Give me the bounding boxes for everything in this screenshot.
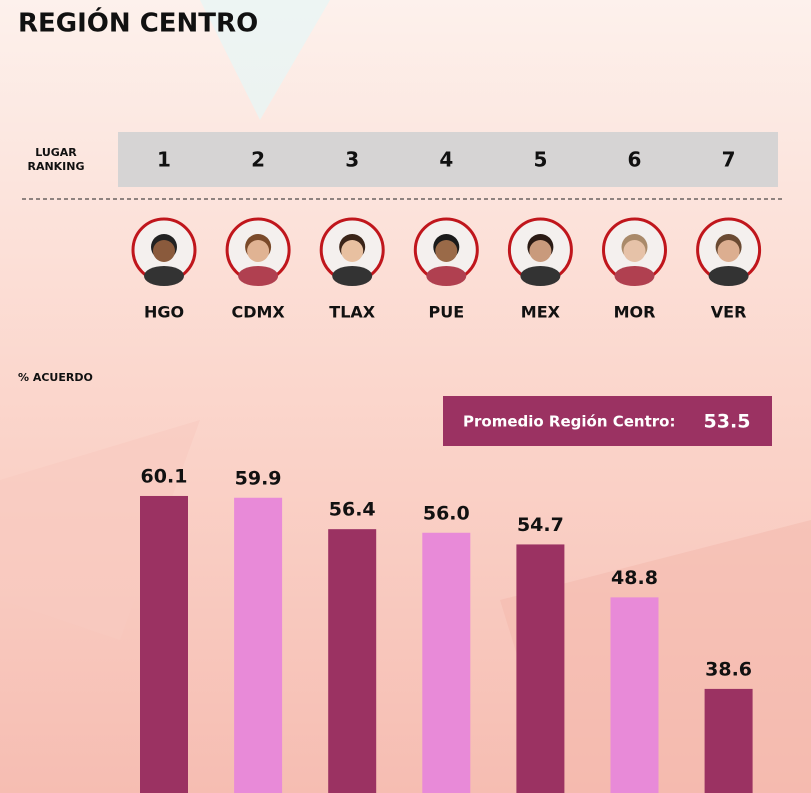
x-tick-label: HGO <box>144 303 184 322</box>
average-label: Promedio Región Centro: <box>463 413 675 431</box>
photo-body <box>520 266 561 286</box>
bar <box>704 688 753 793</box>
x-tick-label: PUE <box>428 303 464 322</box>
chart-title: REGIÓN CENTRO <box>18 7 258 39</box>
value-label: 56.0 <box>423 502 470 524</box>
bar <box>328 529 377 793</box>
average-box <box>443 396 772 446</box>
y-axis-label: % ACUERDO <box>18 371 93 384</box>
bar <box>234 497 283 793</box>
photo-face <box>341 240 364 262</box>
photo-body <box>144 266 184 286</box>
photo-body <box>426 266 467 286</box>
photo-face <box>717 240 740 262</box>
x-tick-label: MEX <box>521 303 561 322</box>
value-label: 60.1 <box>141 465 188 487</box>
rank-label: 7 <box>722 148 736 172</box>
rank-label: 2 <box>251 148 265 172</box>
photo-face <box>529 240 552 262</box>
photo-body <box>332 266 373 286</box>
photo-body <box>708 266 749 286</box>
average-value: 53.5 <box>704 411 751 433</box>
value-label: 59.9 <box>235 467 282 489</box>
ranking-label: LUGAR RANKING <box>27 146 84 173</box>
rank-label: 1 <box>157 148 171 172</box>
photo-body <box>238 266 279 286</box>
bar <box>610 597 659 793</box>
ranking-band <box>118 132 778 187</box>
x-tick-label: CDMX <box>231 303 285 322</box>
value-label: 48.8 <box>611 567 658 589</box>
rank-label: 3 <box>345 148 359 172</box>
value-label: 56.4 <box>329 499 376 521</box>
rank-label: 6 <box>628 148 642 172</box>
photo-face <box>435 240 458 262</box>
rank-label: 5 <box>533 148 547 172</box>
bar <box>516 544 565 793</box>
bar <box>422 532 471 793</box>
x-tick-label: TLAX <box>329 303 375 322</box>
photo-body <box>614 266 655 286</box>
x-tick-label: VER <box>711 303 747 322</box>
decor <box>0 420 200 640</box>
photo-face <box>623 240 646 262</box>
x-tick-label: MOR <box>614 303 656 322</box>
bar <box>140 495 188 793</box>
value-label: 38.6 <box>705 658 752 680</box>
photo-face <box>153 240 175 262</box>
decor <box>200 0 330 120</box>
value-label: 54.7 <box>517 514 564 536</box>
rank-label: 4 <box>439 148 453 172</box>
photo-face <box>247 240 270 262</box>
